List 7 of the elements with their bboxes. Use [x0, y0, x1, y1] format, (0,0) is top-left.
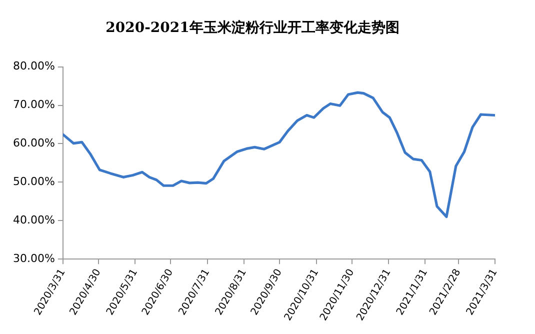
y-tick-label: 70.00% [12, 98, 55, 112]
y-tick-label: 40.00% [12, 213, 55, 226]
y-tick-label: 60.00% [12, 136, 55, 150]
y-tick-label: 50.00% [12, 175, 55, 188]
chart-title: 2020-2021年玉米淀粉行业开工率变化走势图 [106, 19, 400, 36]
y-tick-label: 30.00% [12, 252, 55, 265]
y-tick-label: 80.00% [12, 60, 55, 73]
